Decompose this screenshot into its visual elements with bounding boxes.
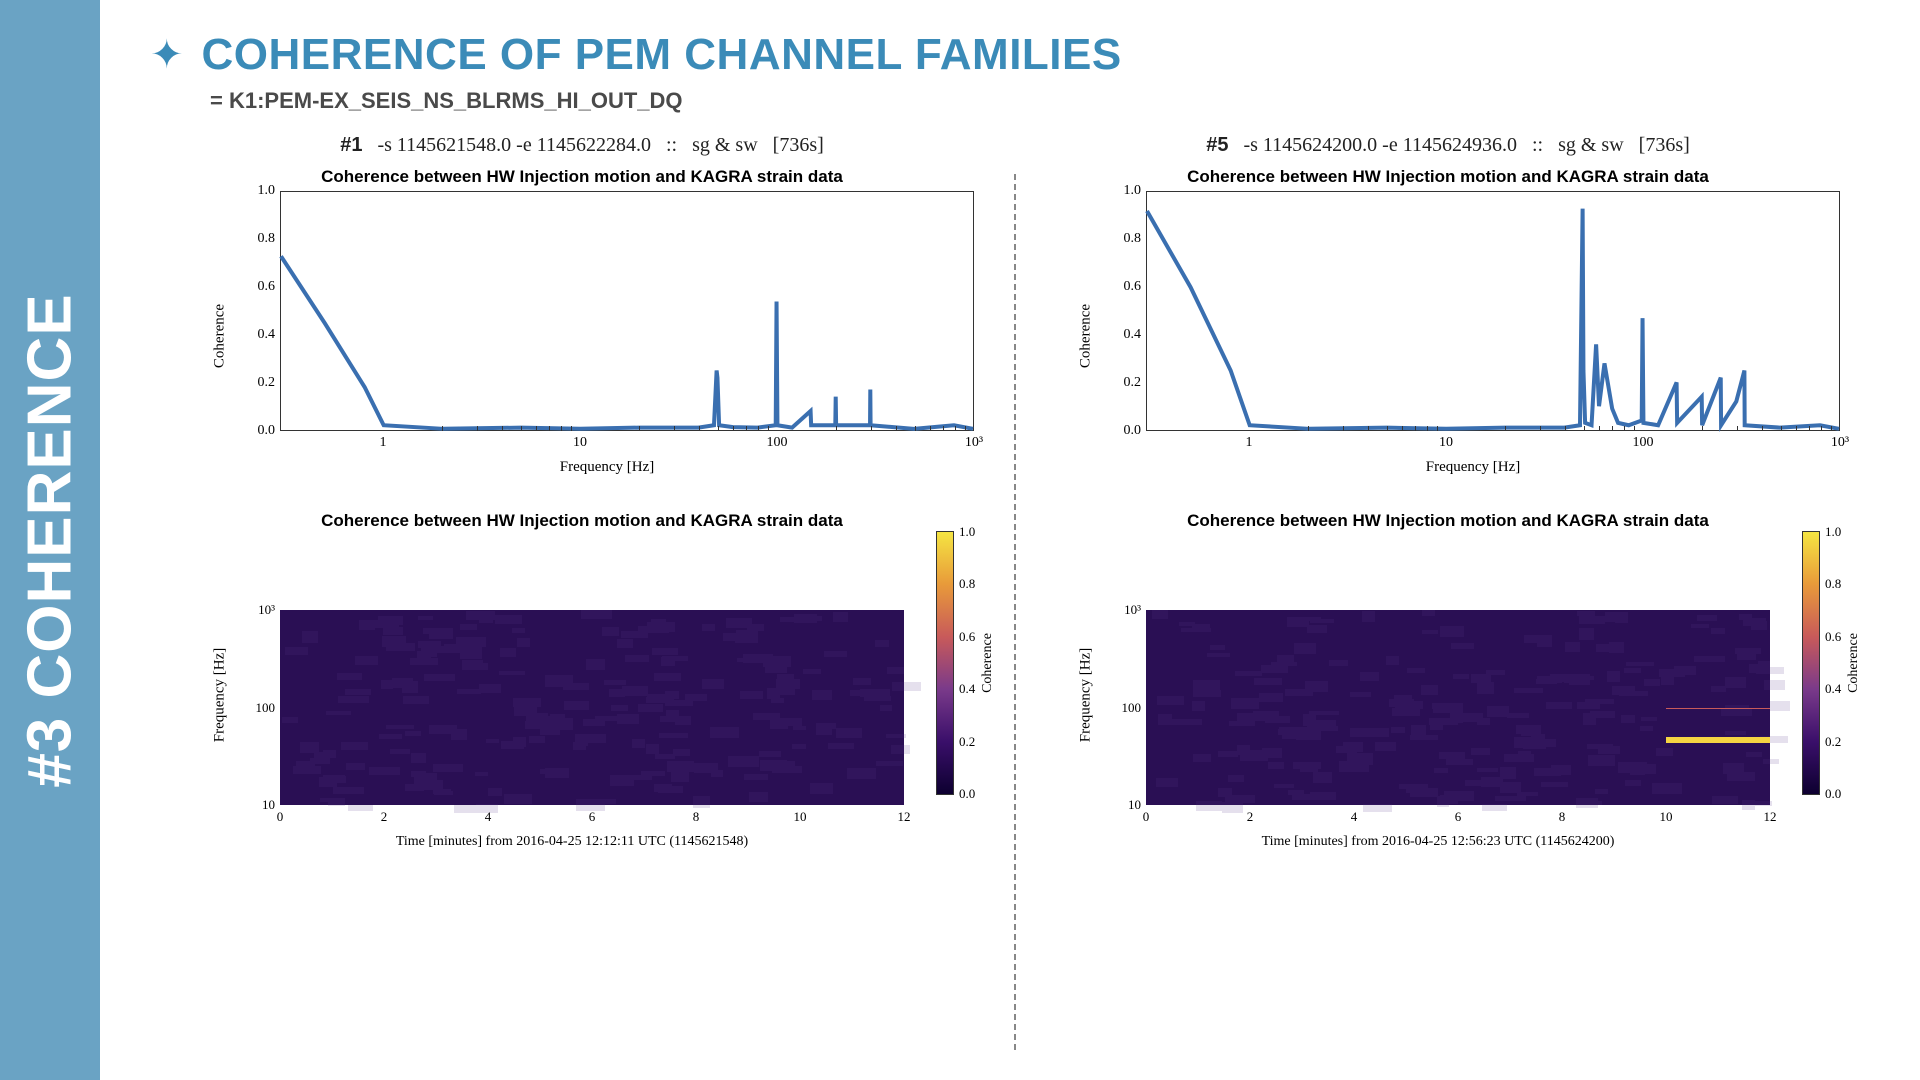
diamond-icon: ✦	[150, 35, 184, 75]
spectrogram-5: Coherence between HW Injection motion an…	[1046, 511, 1850, 855]
title-row: ✦ COHERENCE OF PEM CHANNEL FAMILIES	[150, 30, 1880, 80]
colorbar: Coherence 0.00.20.40.60.81.0	[1802, 531, 1820, 795]
main-content: ✦ COHERENCE OF PEM CHANNEL FAMILIES = K1…	[100, 0, 1920, 1080]
chart-title: Coherence between HW Injection motion an…	[180, 511, 984, 531]
line-chart-1: Coherence between HW Injection motion an…	[180, 167, 984, 481]
colorbar-label: Coherence	[980, 633, 996, 693]
spectrogram-1: Coherence between HW Injection motion an…	[180, 511, 984, 855]
colorbar-label: Coherence	[1846, 633, 1862, 693]
chart-title: Coherence between HW Injection motion an…	[1046, 511, 1850, 531]
panel-left: #1 -s 1145621548.0 -e 1145622284.0 :: sg…	[150, 134, 1014, 1060]
panel-header-1: #1 -s 1145621548.0 -e 1145622284.0 :: sg…	[180, 134, 984, 157]
panels-row: #1 -s 1145621548.0 -e 1145622284.0 :: sg…	[150, 134, 1880, 1060]
page-title: COHERENCE OF PEM CHANNEL FAMILIES	[202, 30, 1122, 80]
panel-right: #5 -s 1145624200.0 -e 1145624936.0 :: sg…	[1016, 134, 1880, 1060]
chart-title: Coherence between HW Injection motion an…	[180, 167, 984, 187]
sidebar-label: #3 COHERENCE	[15, 293, 86, 787]
panel-header-5: #5 -s 1145624200.0 -e 1145624936.0 :: sg…	[1046, 134, 1850, 157]
line-chart-5: Coherence between HW Injection motion an…	[1046, 167, 1850, 481]
chart-title: Coherence between HW Injection motion an…	[1046, 167, 1850, 187]
subtitle: = K1:PEM-EX_SEIS_NS_BLRMS_HI_OUT_DQ	[210, 88, 1880, 114]
colorbar: Coherence 0.00.20.40.60.81.0	[936, 531, 954, 795]
sidebar: #3 COHERENCE	[0, 0, 100, 1080]
